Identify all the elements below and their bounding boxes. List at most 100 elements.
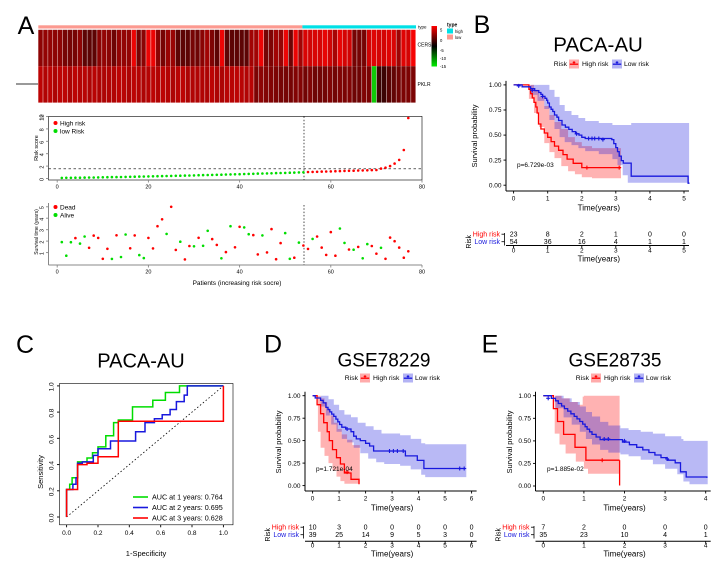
svg-text:4: 4 (648, 196, 652, 203)
svg-text:PACA-AU: PACA-AU (97, 351, 184, 373)
svg-text:4: 4 (417, 496, 421, 503)
svg-text:High risk: High risk (473, 232, 501, 239)
svg-text:Risk: Risk (496, 527, 503, 541)
svg-text:0.0: 0.0 (62, 530, 71, 537)
svg-text:-10: -10 (440, 56, 447, 61)
svg-text:4: 4 (704, 496, 708, 503)
svg-text:4: 4 (648, 247, 652, 254)
svg-text:9: 9 (390, 532, 394, 539)
svg-text:0: 0 (470, 525, 474, 532)
svg-text:Low risk: Low risk (415, 375, 441, 382)
svg-text:PKLR: PKLR (418, 82, 431, 88)
svg-text:60: 60 (328, 185, 334, 191)
svg-text:Sensitivity: Sensitivity (36, 455, 45, 489)
svg-text:Survival time (years): Survival time (years) (34, 209, 40, 255)
svg-text:Risk: Risk (345, 375, 359, 382)
svg-text:1: 1 (682, 239, 686, 246)
svg-text:0: 0 (512, 247, 516, 254)
svg-text:-5: -5 (440, 48, 444, 53)
svg-text:PACA-AU: PACA-AU (553, 34, 643, 57)
svg-text:2: 2 (364, 496, 368, 503)
svg-text:5: 5 (443, 543, 447, 550)
svg-text:1-Specificity: 1-Specificity (126, 549, 167, 558)
svg-text:6: 6 (470, 496, 474, 503)
svg-text:54: 54 (510, 239, 518, 246)
svg-text:B: B (474, 11, 491, 39)
svg-text:type: type (447, 23, 458, 29)
svg-text:3: 3 (443, 532, 447, 539)
svg-text:type: type (418, 25, 427, 30)
svg-text:C: C (16, 331, 34, 359)
svg-text:0: 0 (541, 543, 545, 550)
svg-text:0.8: 0.8 (48, 408, 55, 417)
svg-text:5: 5 (443, 496, 447, 503)
svg-text:0.25: 0.25 (489, 157, 502, 164)
svg-text:high: high (455, 29, 464, 34)
svg-text:0.00: 0.00 (489, 182, 502, 189)
svg-text:4: 4 (614, 239, 618, 246)
svg-text:39: 39 (309, 532, 317, 539)
svg-text:1: 1 (648, 239, 652, 246)
svg-text:Risk score: Risk score (34, 135, 40, 161)
svg-text:0.25: 0.25 (288, 460, 301, 467)
svg-text:14: 14 (362, 532, 370, 539)
svg-text:4: 4 (40, 218, 46, 221)
svg-text:5: 5 (440, 28, 443, 33)
svg-text:Risk: Risk (466, 234, 473, 248)
svg-text:16: 16 (578, 239, 586, 246)
svg-text:Low risk: Low risk (504, 532, 530, 539)
svg-text:0.50: 0.50 (288, 438, 301, 445)
svg-text:3: 3 (614, 247, 618, 254)
svg-text:0: 0 (56, 270, 59, 276)
svg-text:0: 0 (311, 543, 315, 550)
svg-text:0: 0 (704, 525, 708, 532)
svg-text:2: 2 (623, 543, 627, 550)
svg-text:0.0: 0.0 (49, 513, 56, 522)
svg-text:0: 0 (541, 496, 545, 503)
svg-text:0.8: 0.8 (187, 530, 196, 537)
svg-text:E: E (482, 331, 499, 359)
svg-text:p=6.729e-03: p=6.729e-03 (517, 162, 554, 169)
svg-text:Risk: Risk (554, 61, 568, 68)
svg-text:40: 40 (237, 270, 243, 276)
svg-text:low Risk: low Risk (60, 128, 85, 135)
svg-text:Survival probability: Survival probability (274, 410, 283, 473)
svg-text:0.6: 0.6 (48, 434, 55, 443)
svg-text:0: 0 (40, 178, 46, 181)
svg-text:0.4: 0.4 (49, 461, 56, 470)
svg-text:10: 10 (40, 114, 46, 120)
svg-text:Risk: Risk (576, 375, 590, 382)
svg-text:low: low (455, 35, 462, 40)
svg-text:Low risk: Low risk (273, 532, 299, 539)
svg-text:Time(years): Time(years) (578, 204, 621, 213)
svg-text:4: 4 (663, 532, 667, 539)
svg-text:0: 0 (417, 525, 421, 532)
svg-text:High risk: High risk (582, 61, 609, 68)
svg-text:4: 4 (417, 543, 421, 550)
svg-text:20: 20 (145, 185, 151, 191)
svg-text:0.2: 0.2 (93, 530, 102, 537)
svg-text:3: 3 (40, 229, 46, 232)
svg-text:25: 25 (335, 532, 343, 539)
svg-text:0: 0 (440, 38, 443, 43)
svg-text:0.00: 0.00 (288, 483, 301, 490)
svg-text:7: 7 (541, 525, 545, 532)
svg-text:Low risk: Low risk (474, 239, 500, 246)
svg-text:High risk: High risk (604, 375, 631, 382)
svg-text:AUC at 3 years: 0.628: AUC at 3 years: 0.628 (152, 514, 223, 523)
svg-text:A: A (18, 12, 35, 40)
svg-text:Time(years): Time(years) (603, 550, 646, 559)
svg-text:1.00: 1.00 (518, 393, 531, 400)
svg-text:CERS4: CERS4 (418, 43, 435, 49)
svg-text:10: 10 (309, 525, 317, 532)
svg-text:0.4: 0.4 (125, 530, 134, 537)
svg-text:GSE78229: GSE78229 (338, 351, 431, 372)
svg-text:8: 8 (546, 232, 550, 239)
svg-text:3: 3 (663, 543, 667, 550)
svg-text:5: 5 (40, 206, 46, 209)
svg-text:8: 8 (40, 128, 46, 131)
svg-text:Time(years): Time(years) (578, 255, 621, 264)
svg-text:5: 5 (682, 196, 686, 203)
svg-text:AUC at 2 years: 0.695: AUC at 2 years: 0.695 (152, 503, 223, 512)
svg-text:Time(years): Time(years) (371, 504, 414, 513)
